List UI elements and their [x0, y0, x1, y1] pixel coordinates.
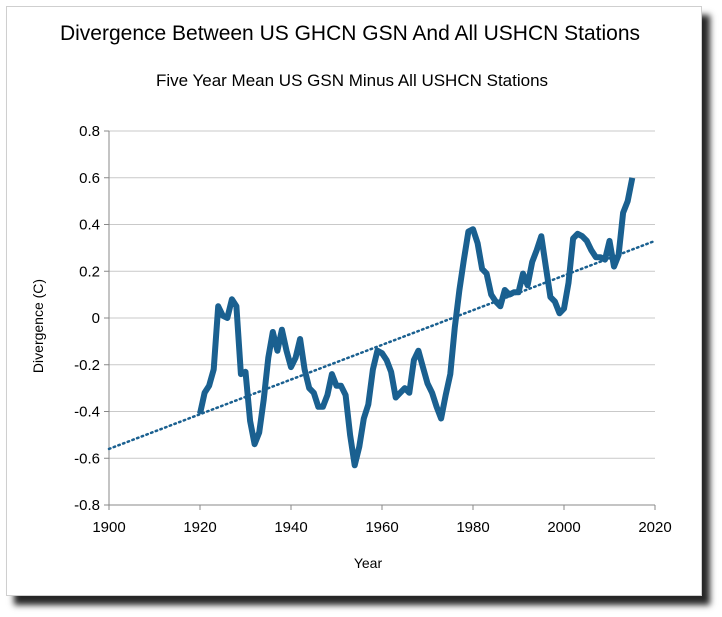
x-axis-ticks: 1900 1920 1940 1960 1980 2000 2020	[92, 505, 672, 536]
x-tick-label: 2000	[547, 519, 580, 536]
line-chart: Divergence Between US GHCN GSN And All U…	[30, 22, 672, 571]
y-tick-label: -0.4	[74, 404, 100, 421]
y-tick-label: 0.6	[79, 170, 100, 187]
series-layer	[197, 177, 636, 469]
x-tick-label: 1940	[274, 519, 307, 536]
x-tick-label: 1900	[92, 519, 125, 536]
x-tick-label: 1980	[456, 519, 489, 536]
x-axis-label: Year	[354, 555, 383, 571]
chart-frame: Divergence Between US GHCN GSN And All U…	[6, 6, 702, 596]
y-tick-label: -0.2	[74, 357, 100, 374]
chart-subtitle: Five Year Mean US GSN Minus All USHCN St…	[156, 71, 548, 90]
y-tick-label: -0.8	[74, 497, 100, 514]
x-tick-label: 1960	[365, 519, 398, 536]
y-tick-label: 0	[92, 310, 100, 327]
x-tick-label: 2020	[638, 519, 671, 536]
y-axis-ticks: 0.8 0.6 0.4 0.2 0 -0.2 -0.4 -0.6 -0.8	[74, 123, 109, 514]
trendline	[107, 239, 657, 451]
y-tick-label: -0.6	[74, 450, 100, 467]
trendline-layer	[107, 239, 657, 451]
y-tick-label: 0.8	[79, 123, 100, 140]
axes	[108, 131, 655, 506]
series-line	[197, 177, 636, 469]
x-tick-label: 1920	[183, 519, 216, 536]
y-tick-label: 0.2	[79, 263, 100, 280]
y-axis-label: Divergence (C)	[30, 279, 46, 373]
y-tick-label: 0.4	[79, 217, 100, 234]
chart-title: Divergence Between US GHCN GSN And All U…	[60, 22, 640, 45]
gridlines	[109, 130, 655, 506]
